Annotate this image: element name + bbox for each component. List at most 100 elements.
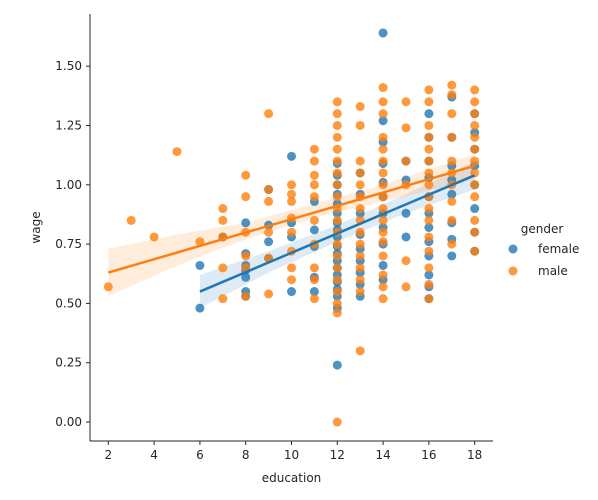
point-male — [309, 144, 319, 154]
point-male — [378, 132, 388, 142]
point-male — [424, 246, 434, 256]
point-male — [355, 239, 365, 249]
point-male — [241, 291, 251, 301]
legend: gender female male — [508, 222, 579, 278]
point-male — [241, 251, 251, 261]
point-male — [447, 196, 457, 206]
point-male — [470, 109, 480, 119]
point-male — [378, 237, 388, 247]
point-male — [355, 275, 365, 285]
legend-title: gender — [521, 222, 564, 236]
point-male — [355, 180, 365, 190]
point-male — [470, 120, 480, 130]
point-female — [264, 237, 274, 247]
point-male — [287, 227, 296, 237]
point-male — [424, 168, 434, 178]
point-male — [126, 215, 136, 225]
point-male — [309, 215, 319, 225]
point-female — [241, 272, 251, 282]
x-tick-label: 14 — [375, 448, 390, 462]
point-male — [424, 204, 434, 214]
point-female — [447, 189, 457, 199]
x-tick-label: 16 — [421, 448, 436, 462]
point-male — [424, 294, 434, 304]
point-male — [241, 192, 251, 202]
point-male — [332, 251, 342, 261]
point-male — [264, 196, 274, 206]
point-male — [470, 215, 480, 225]
point-male — [378, 168, 388, 178]
point-male — [332, 97, 342, 107]
point-male — [355, 227, 365, 237]
point-male — [378, 83, 388, 93]
point-male — [355, 204, 365, 214]
point-female — [241, 218, 251, 228]
point-male — [378, 204, 388, 214]
legend-marker-female — [508, 244, 518, 254]
point-male — [424, 263, 434, 273]
point-male — [470, 246, 480, 256]
point-male — [355, 287, 365, 297]
point-male — [447, 109, 457, 119]
point-male — [424, 232, 434, 242]
point-female — [424, 109, 434, 119]
x-tick-label: 12 — [330, 448, 345, 462]
point-female — [424, 223, 434, 232]
regression-line-male — [107, 164, 476, 274]
point-male — [424, 120, 434, 130]
point-male — [287, 196, 296, 206]
point-male — [287, 180, 296, 190]
point-male — [332, 417, 342, 427]
point-male — [470, 97, 480, 107]
point-male — [378, 282, 388, 292]
x-tick-label: 2 — [104, 448, 112, 462]
point-male — [332, 239, 342, 249]
y-tick-label: 0.50 — [55, 296, 82, 310]
point-male — [447, 80, 457, 90]
point-male — [332, 192, 342, 202]
point-male — [424, 156, 434, 166]
point-male — [332, 109, 342, 119]
point-female — [470, 204, 480, 214]
point-female — [195, 260, 205, 270]
point-male — [378, 180, 388, 190]
point-male — [378, 144, 388, 154]
regression-line-female — [199, 174, 476, 293]
point-female — [447, 251, 457, 261]
point-male — [378, 227, 388, 237]
point-male — [264, 227, 274, 237]
point-male — [309, 192, 319, 202]
regression-lines — [107, 164, 476, 293]
scatter-points — [103, 28, 480, 427]
y-tick-label: 0.25 — [55, 356, 82, 370]
point-male — [332, 120, 342, 130]
point-male — [332, 263, 342, 273]
point-male — [424, 144, 434, 154]
point-male — [424, 132, 434, 142]
point-male — [378, 156, 388, 166]
point-male — [401, 97, 411, 107]
point-female — [378, 28, 388, 38]
point-male — [401, 282, 411, 292]
point-male — [287, 275, 296, 285]
point-male — [355, 263, 365, 273]
point-female — [195, 303, 205, 313]
axes: 2 4 6 8 10 12 14 16 18 0.00 0.25 0.50 0.75 1.00 1.25 1.… — [55, 14, 493, 462]
point-male — [309, 294, 319, 304]
point-male — [378, 215, 388, 225]
x-tick-label: 10 — [284, 448, 299, 462]
point-male — [447, 215, 457, 225]
point-male — [447, 132, 457, 142]
point-male — [378, 251, 388, 261]
point-male — [332, 144, 342, 154]
point-male — [264, 289, 274, 299]
point-male — [424, 279, 434, 289]
point-male — [103, 282, 113, 292]
point-male — [470, 227, 480, 237]
x-tick-label: 6 — [196, 448, 204, 462]
point-male — [355, 120, 365, 130]
y-tick-label: 0.00 — [55, 415, 82, 429]
point-male — [332, 287, 342, 297]
y-tick-label: 1.25 — [55, 118, 82, 132]
